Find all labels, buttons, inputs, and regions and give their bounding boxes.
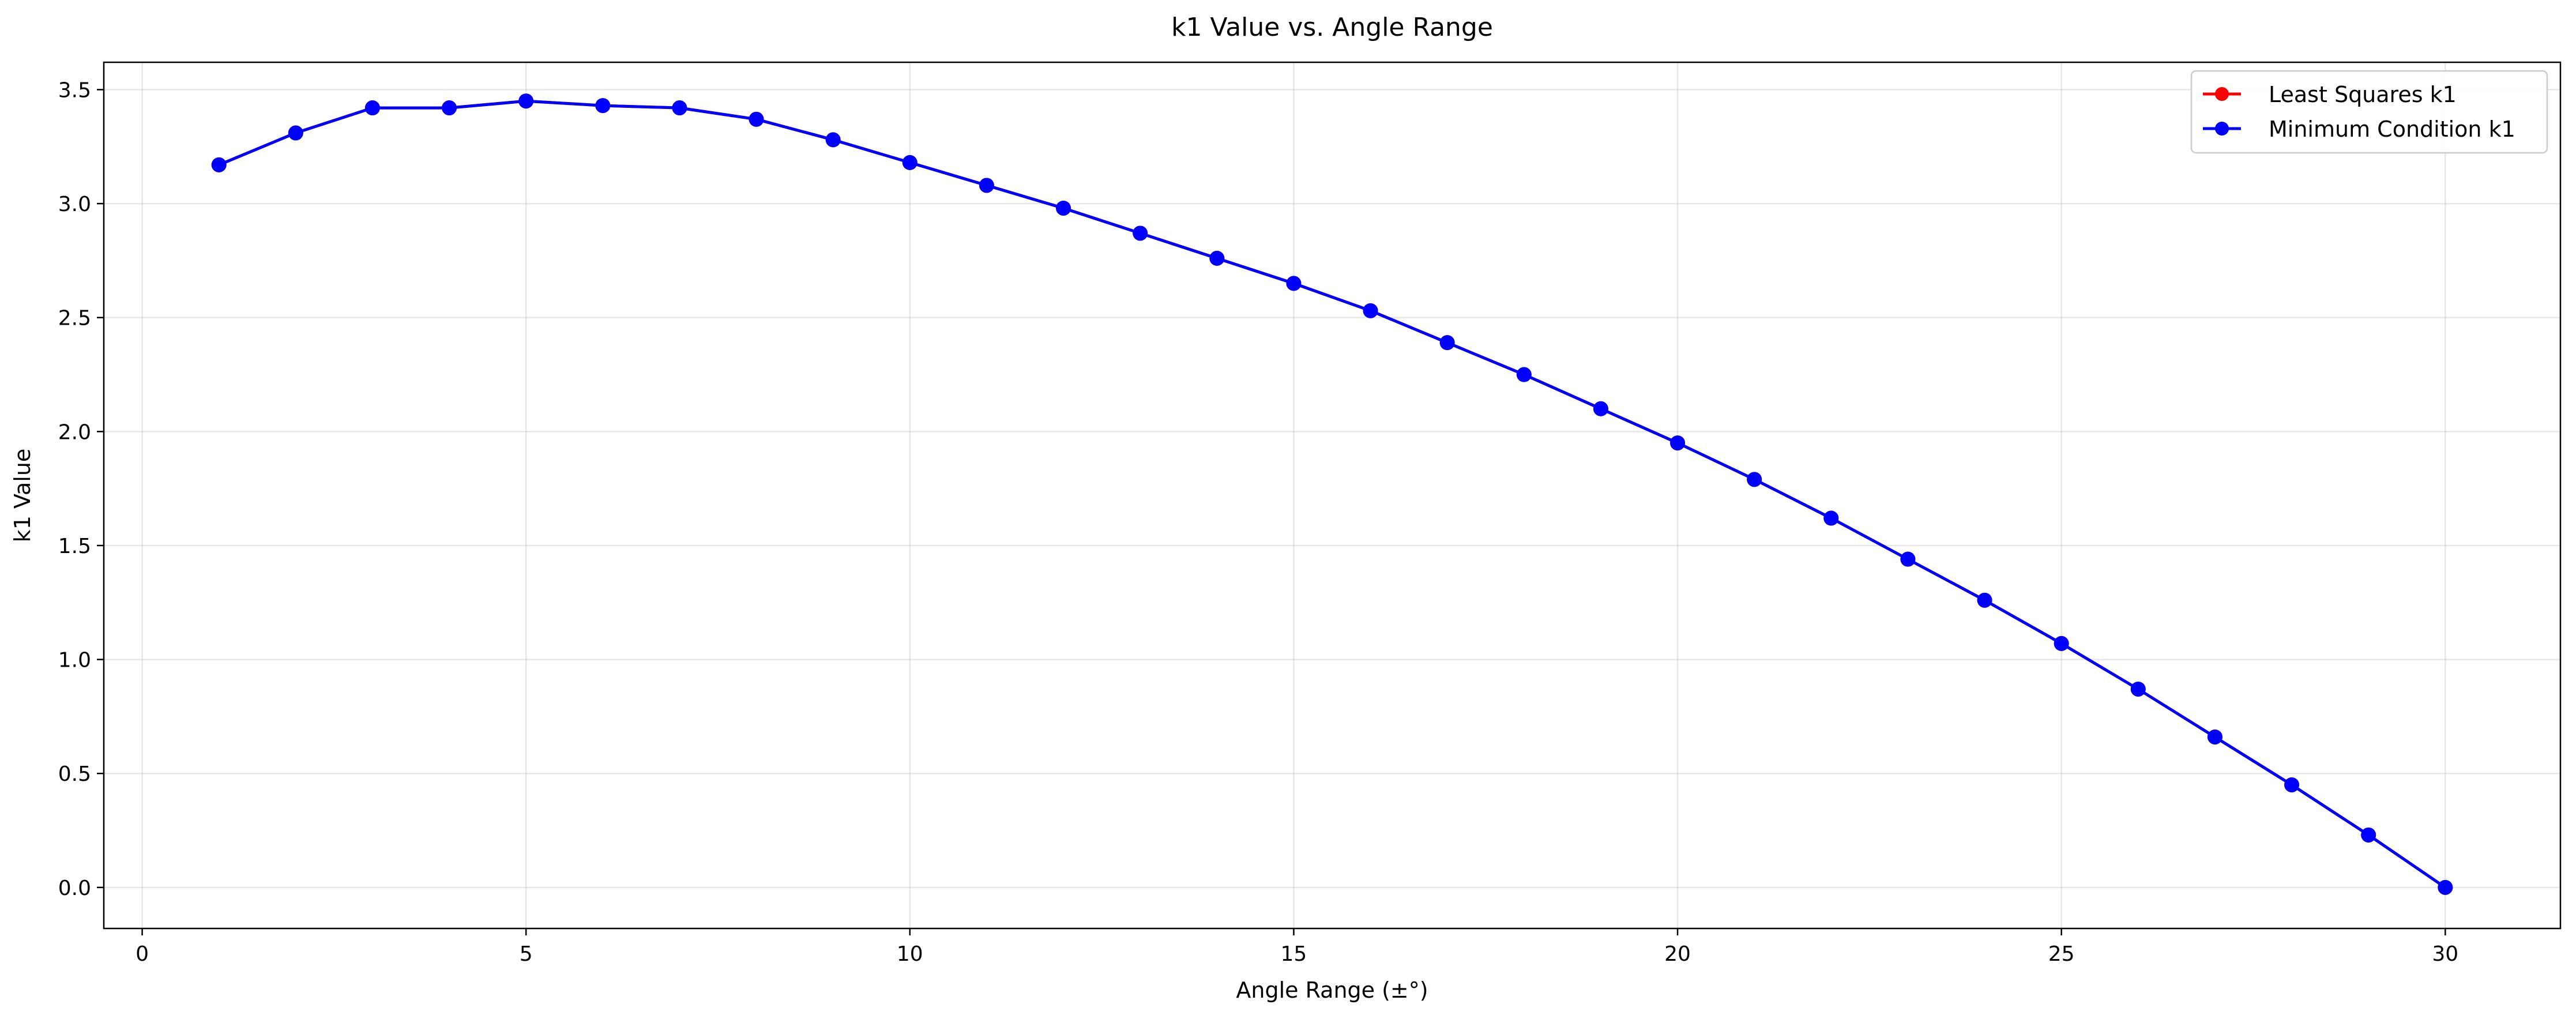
y-tick-label: 0.5	[58, 762, 91, 786]
y-tick-label: 1.5	[58, 535, 91, 558]
data-point-series-1	[2130, 681, 2146, 697]
plot-frame	[103, 61, 2562, 930]
data-point-series-1	[2207, 729, 2222, 744]
y-axis-ticks: 0.0 0.5 1.0 1.5 2.0 2.5 3.0 3.5	[58, 78, 104, 900]
data-point-series-1	[2284, 777, 2300, 792]
data-point-series-1	[211, 157, 227, 172]
data-point-series-1	[518, 93, 534, 109]
legend-box	[2190, 70, 2548, 154]
data-point-series-1	[749, 111, 764, 127]
y-axis-label: k1 Value	[10, 449, 35, 543]
data-point-series-1	[825, 132, 841, 148]
legend: Least Squares k1 Minimum Condition k1	[2190, 70, 2548, 154]
data-point-series-1	[1670, 435, 1686, 451]
y-tick-label: 3.0	[58, 193, 91, 216]
data-point-series-1	[1286, 276, 1302, 291]
data-point-series-1	[2438, 879, 2453, 895]
data-point-series-1	[595, 98, 611, 114]
data-point-series-1	[902, 155, 917, 170]
y-tick-label: 2.5	[58, 307, 91, 330]
data-point-series-1	[1593, 401, 1608, 416]
y-tick-label: 1.0	[58, 649, 91, 672]
x-axis-label: Angle Range (±°)	[1236, 977, 1428, 1003]
data-point-series-1	[979, 178, 994, 193]
data-point-series-1	[442, 100, 457, 116]
data-point-series-1	[1977, 592, 1992, 608]
chart-title: k1 Value vs. Angle Range	[1171, 13, 1493, 42]
data-point-series-1	[1363, 303, 1378, 318]
series-layer	[211, 93, 2453, 895]
data-point-series-1	[1747, 472, 1762, 487]
legend-marker-minimum-condition	[2215, 122, 2229, 136]
data-point-series-1	[1209, 250, 1225, 266]
data-point-series-1	[1056, 200, 1071, 216]
x-tick-label: 20	[1664, 942, 1691, 966]
data-point-series-1	[1900, 551, 1916, 567]
legend-label-minimum-condition: Minimum Condition k1	[2269, 116, 2515, 142]
legend-marker-least-squares	[2215, 87, 2229, 101]
data-point-series-1	[1133, 225, 1148, 241]
legend-label-least-squares: Least Squares k1	[2269, 82, 2457, 107]
data-point-series-1	[2054, 636, 2069, 651]
x-axis-ticks: 0 5 10 15 20 25 30	[136, 928, 2458, 966]
data-point-series-1	[1439, 335, 1455, 351]
y-tick-label: 2.0	[58, 420, 91, 444]
data-point-series-1	[288, 125, 303, 141]
y-tick-label: 3.5	[58, 78, 91, 102]
data-point-series-1	[2361, 827, 2376, 843]
data-point-series-1	[672, 100, 687, 116]
x-tick-label: 10	[897, 942, 923, 966]
x-tick-label: 0	[136, 942, 149, 966]
x-tick-label: 15	[1281, 942, 1307, 966]
grid	[104, 62, 2560, 928]
x-tick-label: 5	[520, 942, 533, 966]
x-tick-label: 25	[2048, 942, 2075, 966]
data-point-series-1	[1823, 510, 1839, 526]
y-tick-label: 0.0	[58, 877, 91, 900]
x-tick-label: 30	[2432, 942, 2458, 966]
data-point-series-1	[364, 100, 380, 116]
data-point-series-1	[1516, 367, 1532, 382]
series-line-1	[218, 99, 2446, 889]
